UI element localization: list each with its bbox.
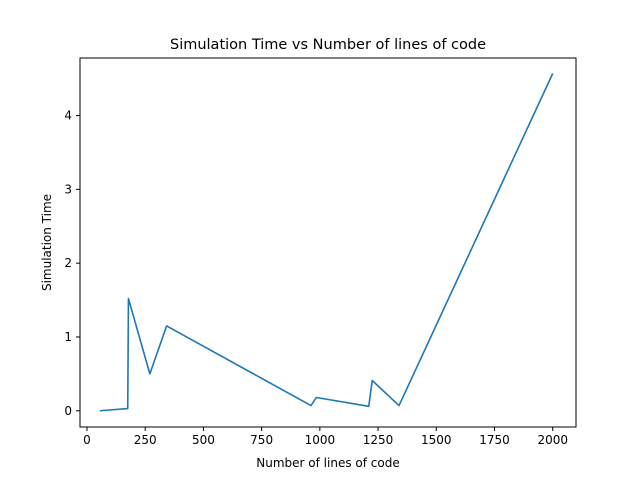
series-line <box>99 73 554 412</box>
x-tick-label: 0 <box>83 433 91 447</box>
x-tick-label: 250 <box>134 433 157 447</box>
x-tick-label: 750 <box>250 433 273 447</box>
y-tick-label: 3 <box>64 182 72 196</box>
y-axis-label: Simulation Time <box>40 194 54 291</box>
chart-title: Simulation Time vs Number of lines of co… <box>170 37 486 53</box>
x-tick-label: 1500 <box>421 433 452 447</box>
x-tick-label: 1000 <box>305 433 336 447</box>
y-tick-label: 2 <box>64 256 72 270</box>
x-axis-ticks: 0 250 500 750 1000 1250 1500 1750 2000 <box>83 427 568 447</box>
x-tick-label: 1250 <box>363 433 394 447</box>
plot-area <box>99 73 554 412</box>
x-tick-label: 2000 <box>537 433 568 447</box>
x-axis-label: Number of lines of code <box>256 456 399 470</box>
x-tick-label: 1750 <box>479 433 510 447</box>
axes-frame <box>79 57 577 428</box>
y-tick-label: 1 <box>64 330 72 344</box>
y-tick-label: 4 <box>64 109 72 123</box>
y-tick-label: 0 <box>64 404 72 418</box>
x-tick-label: 500 <box>192 433 215 447</box>
y-axis-ticks: 0 1 2 3 4 <box>64 109 80 418</box>
